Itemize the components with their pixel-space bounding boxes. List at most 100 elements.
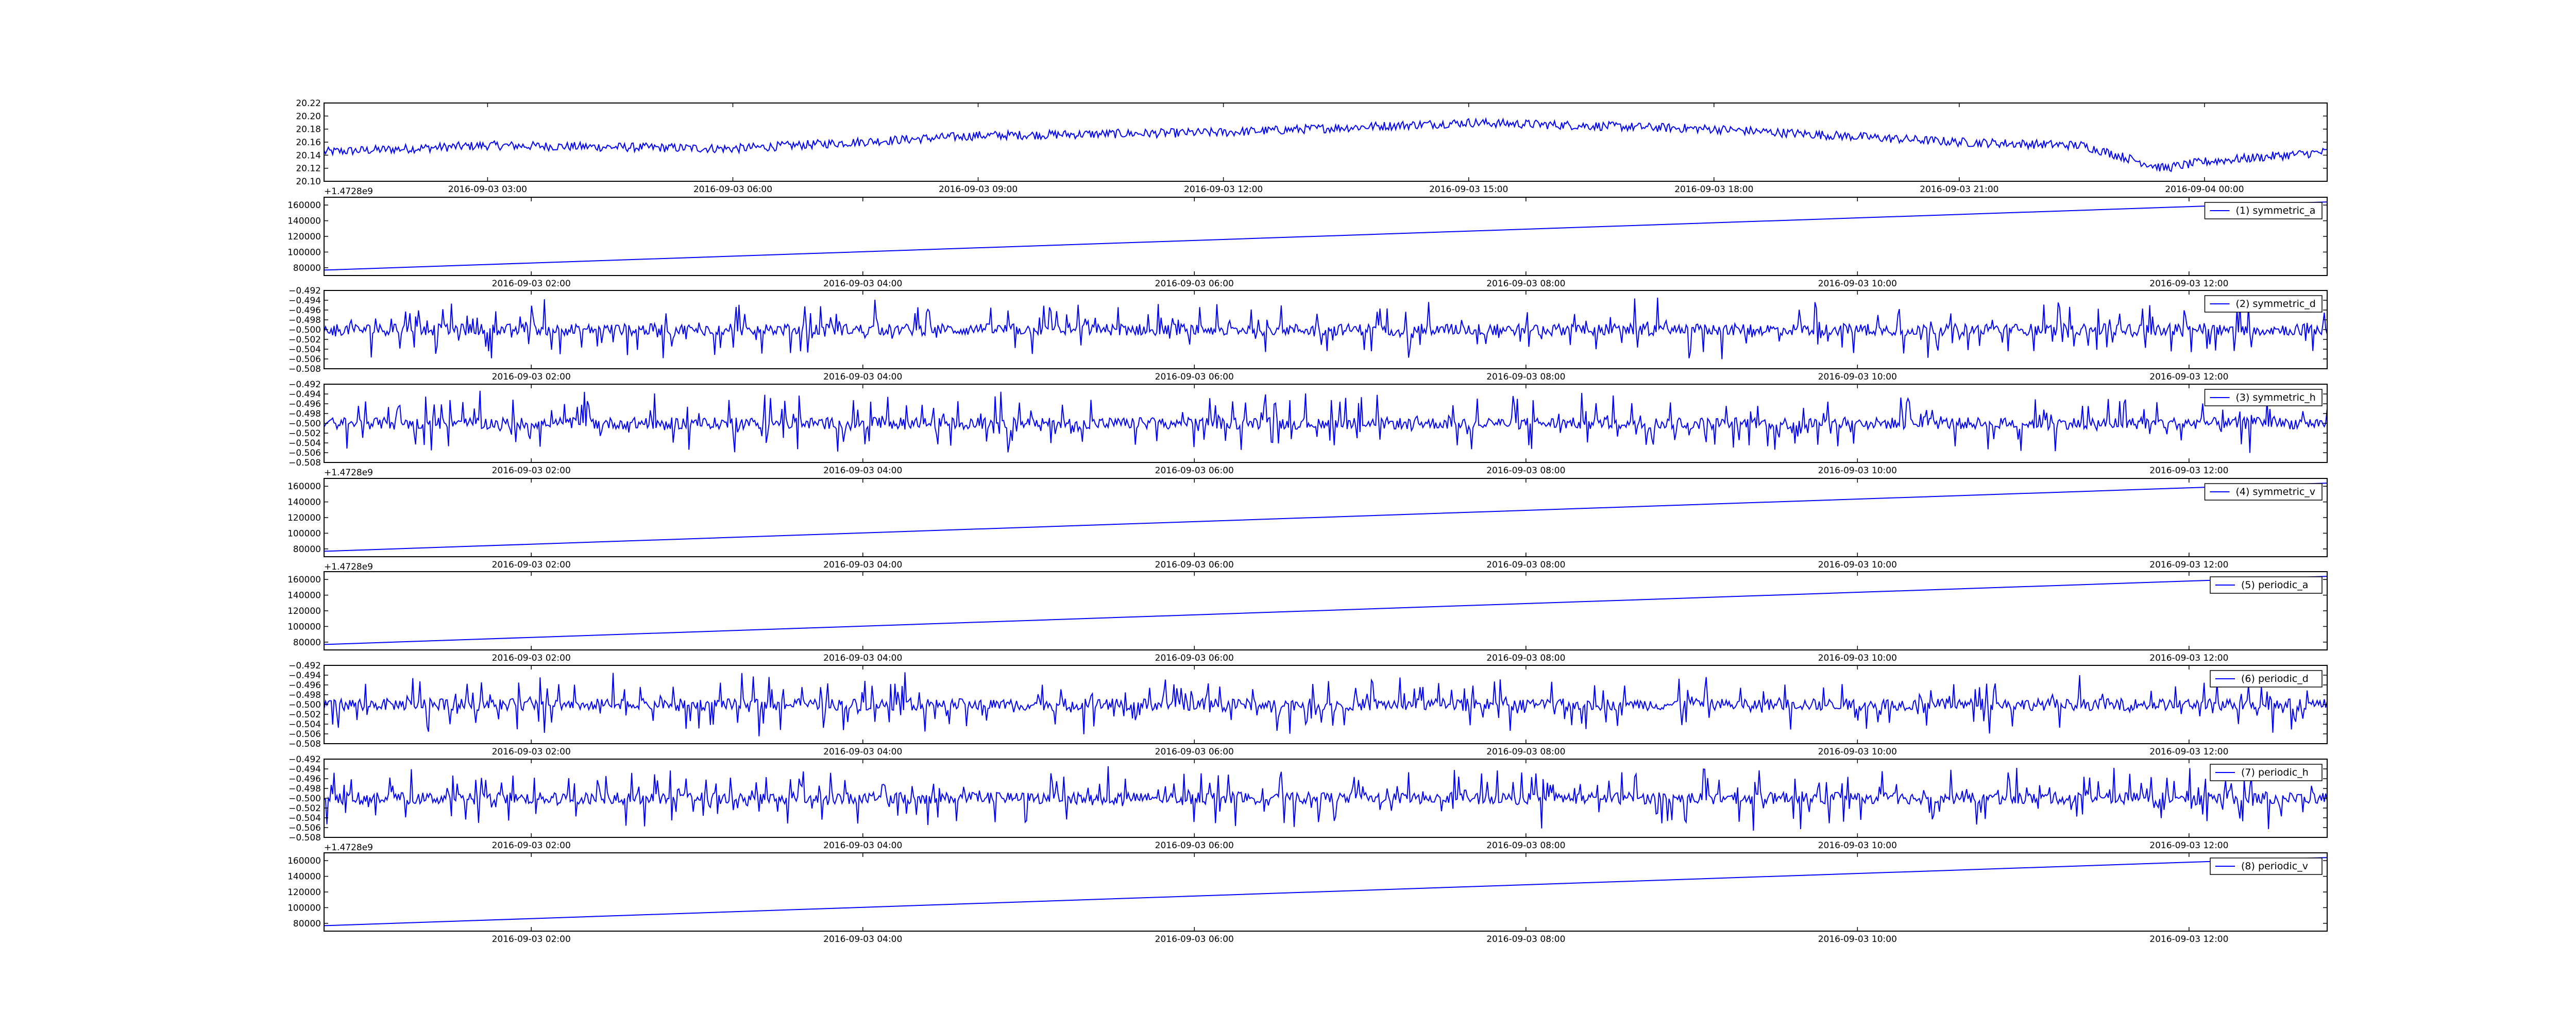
series-line-9	[324, 857, 2328, 926]
y-tick-label: −0.504	[289, 438, 321, 449]
x-tick-label: 2016-09-03 12:00	[2149, 560, 2228, 570]
series-line-2	[324, 201, 2328, 271]
x-tick-label: 2016-09-03 04:00	[823, 372, 902, 382]
x-tick-label: 2016-09-03 08:00	[1486, 279, 1565, 289]
y-tick-label: 140000	[287, 216, 321, 227]
y-tick-label: −0.504	[289, 719, 321, 730]
x-tick-label: 2016-09-03 08:00	[1486, 653, 1565, 663]
y-tick-label: −0.496	[289, 305, 321, 316]
y-tick-label: −0.504	[289, 345, 321, 355]
x-tick-label: 2016-09-03 08:00	[1486, 466, 1565, 476]
x-tick-label: 2016-09-03 12:00	[2149, 279, 2228, 289]
x-tick-label: 2016-09-03 10:00	[1818, 279, 1897, 289]
y-tick-label: −0.508	[289, 364, 321, 374]
subplot-2: 160000 140000 120000 100000 80000 2016-09-03 …	[287, 197, 2328, 289]
y-tick-label: −0.494	[289, 296, 321, 306]
x-tick-label: 2016-09-03 18:00	[1674, 184, 1753, 195]
y-tick-label: −0.492	[289, 754, 321, 765]
x-tick-label: 2016-09-03 12:00	[2149, 372, 2228, 382]
series-line-6	[324, 576, 2328, 645]
x-tick-label: 2016-09-03 08:00	[1486, 747, 1565, 757]
offset-label: +1.4728e9	[324, 186, 373, 197]
x-tick-label: 2016-09-03 10:00	[1818, 840, 1897, 851]
y-tick-label: 100000	[287, 903, 321, 913]
x-tick-label: 2016-09-03 06:00	[1155, 560, 1234, 570]
x-tick-label: 2016-09-03 12:00	[2149, 747, 2228, 757]
y-tick-label: 120000	[287, 513, 321, 523]
x-tick-label: 2016-09-03 02:00	[492, 279, 571, 289]
x-tick-label: 2016-09-03 08:00	[1486, 560, 1565, 570]
y-tick-label: 160000	[287, 200, 321, 211]
y-tick-label: −0.492	[289, 661, 321, 671]
y-tick-label: 140000	[287, 591, 321, 601]
y-tick-label: −0.492	[289, 380, 321, 390]
y-tick-label: 100000	[287, 247, 321, 258]
subplot-9: 160000 140000 120000 100000 80000 2016-09-03 …	[287, 852, 2328, 945]
x-tick-label: 2016-09-03 06:00	[1155, 653, 1234, 663]
y-tick-label: −0.500	[289, 794, 321, 804]
legend-label: (2) symmetric_d	[2236, 298, 2316, 310]
y-tick-label: −0.498	[289, 315, 321, 325]
series-line-7	[324, 672, 2328, 736]
y-tick-label: −0.504	[289, 813, 321, 823]
subplot-8: −0.492−0.494−0.496−0.498−0.500−0.502−0.5…	[289, 754, 2328, 853]
y-tick-label: 80000	[293, 638, 321, 648]
y-tick-label: −0.496	[289, 774, 321, 784]
legend-box	[2204, 202, 2323, 219]
legend: (1) symmetric_a	[2204, 202, 2323, 219]
legend: (2) symmetric_d	[2204, 295, 2323, 313]
y-tick-label: 20.22	[296, 98, 321, 109]
legend-label: (6) periodic_d	[2241, 673, 2309, 684]
x-tick-label: 2016-09-03 12:00	[1184, 184, 1263, 195]
x-tick-label: 2016-09-03 10:00	[1818, 934, 1897, 945]
x-tick-label: 2016-09-03 06:00	[1155, 747, 1234, 757]
y-tick-label: 80000	[293, 919, 321, 929]
x-tick-label: 2016-09-03 06:00	[1155, 466, 1234, 476]
x-tick-label: 2016-09-03 08:00	[1486, 934, 1565, 945]
y-tick-label: 100000	[287, 528, 321, 539]
y-tick-label: 160000	[287, 856, 321, 866]
legend: (4) symmetric_v	[2204, 483, 2323, 501]
x-tick-label: 2016-09-03 04:00	[823, 934, 902, 945]
x-tick-label: 2016-09-03 12:00	[2149, 934, 2228, 945]
y-tick-label: −0.494	[289, 389, 321, 400]
y-tick-label: 80000	[293, 263, 321, 273]
x-tick-label: 2016-09-03 06:00	[1155, 840, 1234, 851]
x-tick-label: 2016-09-03 02:00	[492, 466, 571, 476]
x-tick-label: 2016-09-03 06:00	[1155, 934, 1234, 945]
legend-label: (3) symmetric_h	[2236, 392, 2316, 403]
legend-label: (8) periodic_v	[2241, 861, 2308, 872]
y-tick-label: 120000	[287, 887, 321, 898]
y-tick-label: −0.506	[289, 823, 321, 833]
x-tick-label: 2016-09-03 02:00	[492, 560, 571, 570]
y-tick-label: 20.20	[296, 111, 321, 122]
y-tick-label: −0.498	[289, 690, 321, 700]
x-tick-label: 2016-09-03 12:00	[2149, 840, 2228, 851]
x-tick-label: 2016-09-03 06:00	[1155, 372, 1234, 382]
legend-label: (4) symmetric_v	[2236, 486, 2316, 497]
x-tick-label: 2016-09-03 04:00	[823, 840, 902, 851]
x-tick-label: 2016-09-03 03:00	[448, 184, 527, 195]
subplot-3: −0.492−0.494−0.496−0.498−0.500−0.502−0.5…	[289, 286, 2328, 382]
y-tick-label: 140000	[287, 872, 321, 882]
y-tick-label: 120000	[287, 606, 321, 616]
y-tick-label: 100000	[287, 622, 321, 632]
x-tick-label: 2016-09-03 08:00	[1486, 840, 1565, 851]
y-tick-label: 20.14	[296, 150, 321, 161]
y-tick-label: −0.502	[289, 710, 321, 720]
subplot-6: 160000 140000 120000 100000 80000 2016-09-03 …	[287, 571, 2328, 663]
y-tick-label: −0.502	[289, 803, 321, 814]
y-tick-label: 20.18	[296, 125, 321, 135]
y-tick-label: −0.508	[289, 833, 321, 843]
series-line-8	[324, 766, 2328, 831]
y-tick-label: −0.498	[289, 784, 321, 794]
x-tick-label: 2016-09-03 10:00	[1818, 466, 1897, 476]
y-tick-label: 140000	[287, 497, 321, 508]
subplot-7: −0.492−0.494−0.496−0.498−0.500−0.502−0.5…	[289, 661, 2328, 757]
x-tick-label: 2016-09-03 04:00	[823, 653, 902, 663]
x-tick-label: 2016-09-03 02:00	[492, 653, 571, 663]
y-tick-label: −0.502	[289, 428, 321, 439]
x-tick-label: 2016-09-03 10:00	[1818, 560, 1897, 570]
legend: (7) periodic_h	[2210, 764, 2323, 781]
